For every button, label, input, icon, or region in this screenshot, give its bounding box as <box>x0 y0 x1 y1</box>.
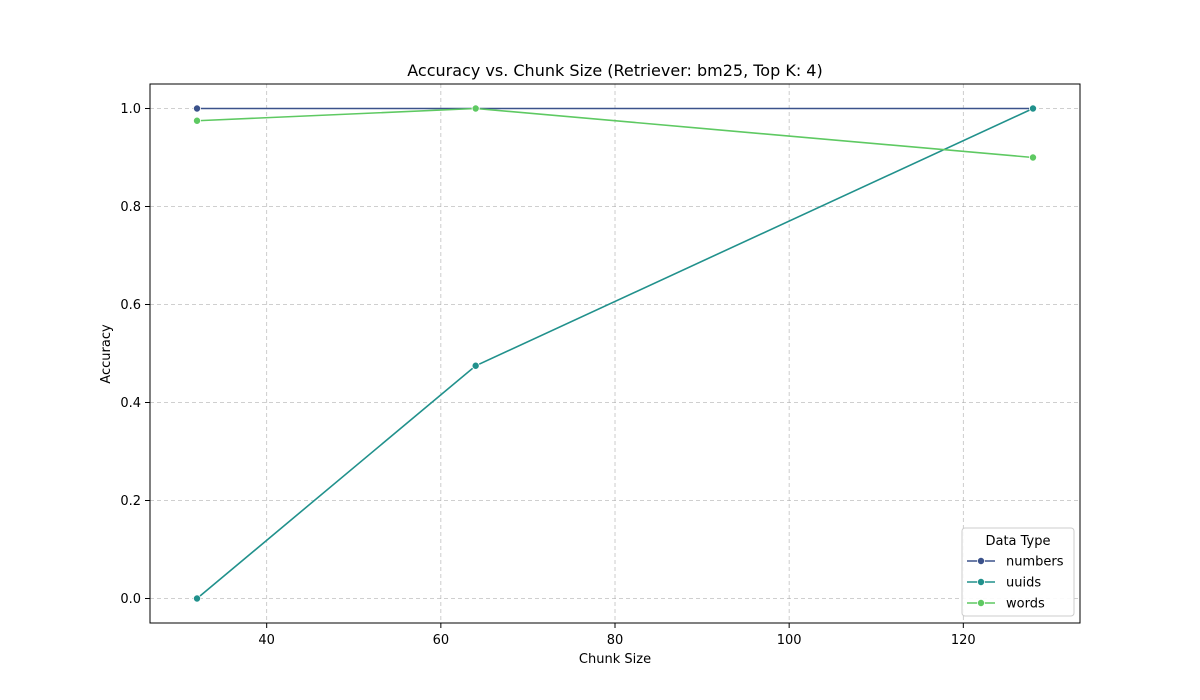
data-point-uuids <box>193 594 202 603</box>
y-tick-label: 0.8 <box>120 200 141 215</box>
series-words <box>193 104 1037 162</box>
data-point-numbers <box>193 104 202 113</box>
legend-title: Data Type <box>985 534 1050 549</box>
data-point-uuids <box>1028 104 1037 113</box>
legend-swatch-marker <box>977 578 986 587</box>
data-point-words <box>471 104 480 113</box>
y-tick-label: 0.0 <box>120 592 141 607</box>
data-point-words <box>1028 153 1037 162</box>
legend: Data Type numbers uuids words <box>961 527 1075 617</box>
series-lines <box>193 104 1037 603</box>
legend-label: words <box>1006 597 1045 612</box>
y-axis-title: Accuracy <box>99 324 114 384</box>
legend-item-words: words <box>967 597 1045 612</box>
legend-box <box>961 527 1075 617</box>
data-point-words <box>193 116 202 125</box>
series-uuids <box>193 104 1037 603</box>
x-tick-label: 100 <box>777 633 802 648</box>
chart-title: Accuracy vs. Chunk Size (Retriever: bm25… <box>407 61 822 80</box>
legend-item-uuids: uuids <box>967 576 1041 591</box>
x-tick-label: 120 <box>951 633 976 648</box>
legend-swatch-marker <box>977 557 986 566</box>
axis-ticks: 40 60 80 100 120 0.0 0.2 0.4 0.6 0.8 1.0 <box>120 102 975 648</box>
legend-swatch-marker <box>977 599 986 608</box>
y-tick-label: 0.4 <box>120 396 141 411</box>
x-axis-title: Chunk Size <box>579 652 651 667</box>
x-tick-label: 40 <box>258 633 275 648</box>
y-tick-label: 1.0 <box>120 102 141 117</box>
legend-item-numbers: numbers <box>967 555 1064 570</box>
x-tick-label: 60 <box>433 633 450 648</box>
x-tick-label: 80 <box>607 633 624 648</box>
data-point-uuids <box>471 361 480 370</box>
legend-label: numbers <box>1006 555 1064 570</box>
legend-label: uuids <box>1006 576 1041 591</box>
y-tick-label: 0.6 <box>120 298 141 313</box>
y-tick-label: 0.2 <box>120 494 141 509</box>
